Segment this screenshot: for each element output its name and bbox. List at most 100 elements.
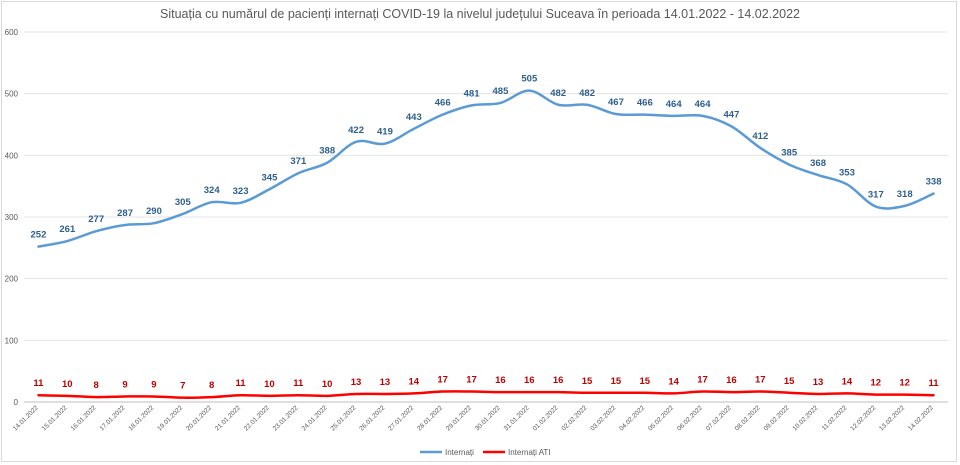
data-label: 11 — [929, 378, 940, 389]
x-tick-label: 24.01.2022 — [301, 404, 329, 432]
x-tick-label: 10.02.2022 — [792, 404, 820, 432]
x-tick-label: 19.01.2022 — [156, 404, 184, 432]
y-tick-label: 200 — [5, 275, 19, 284]
data-label: 13 — [380, 377, 391, 388]
chart-title: Situația cu numărul de pacienți internaț… — [160, 7, 800, 21]
x-tick-label: 02.02.2022 — [561, 404, 589, 432]
data-label: 14 — [668, 376, 679, 387]
x-tick-label: 09.02.2022 — [763, 404, 791, 432]
x-tick-label: 17.01.2022 — [99, 404, 127, 432]
data-label: 317 — [868, 190, 884, 201]
data-label: 466 — [637, 98, 653, 109]
series-line-internati — [37, 89, 935, 248]
x-tick-label: 26.01.2022 — [358, 404, 386, 432]
x-tick-label: 25.01.2022 — [330, 404, 358, 432]
data-label: 17 — [697, 375, 708, 386]
y-tick-label: 600 — [5, 28, 19, 37]
data-label: 10 — [264, 379, 275, 390]
data-label: 466 — [435, 98, 451, 109]
data-label: 419 — [377, 127, 393, 138]
data-label: 353 — [839, 167, 855, 178]
data-label: 385 — [781, 148, 798, 159]
data-label: 9 — [122, 379, 127, 390]
data-label: 8 — [94, 380, 99, 391]
data-label: 15 — [611, 376, 622, 387]
data-label: 371 — [290, 156, 307, 167]
data-label: 15 — [582, 376, 593, 387]
x-tick-label: 01.02.2022 — [532, 404, 560, 432]
data-label: 482 — [579, 88, 595, 99]
data-label: 345 — [262, 172, 279, 183]
data-label: 277 — [88, 214, 104, 225]
data-label: 7 — [180, 381, 185, 392]
x-tick-label: 30.01.2022 — [474, 404, 502, 432]
y-tick-label: 400 — [5, 151, 19, 160]
y-tick-label: 100 — [5, 336, 19, 345]
data-label: 443 — [406, 112, 422, 123]
data-label: 15 — [640, 376, 651, 387]
data-label: 290 — [146, 206, 162, 217]
x-tick-label: 05.02.2022 — [647, 404, 675, 432]
data-label: 318 — [897, 189, 913, 200]
x-tick-label: 31.01.2022 — [503, 404, 531, 432]
x-tick-label: 06.02.2022 — [676, 404, 704, 432]
data-label: 17 — [755, 375, 766, 386]
y-tick-label: 300 — [5, 213, 19, 222]
data-label: 17 — [466, 375, 477, 386]
data-label: 11 — [33, 378, 44, 389]
data-label: 485 — [493, 86, 510, 97]
x-tick-label: 08.02.2022 — [734, 404, 762, 432]
data-label: 467 — [608, 97, 624, 108]
x-tick-label: 16.01.2022 — [70, 404, 98, 432]
data-label: 9 — [151, 379, 156, 390]
data-label: 16 — [726, 375, 737, 386]
x-tick-label: 14.01.2022 — [12, 404, 40, 432]
data-label: 252 — [31, 230, 47, 241]
data-label: 323 — [233, 186, 249, 197]
data-label: 15 — [784, 376, 795, 387]
x-tick-label: 13.02.2022 — [878, 404, 906, 432]
x-tick-label: 07.02.2022 — [705, 404, 733, 432]
data-label: 14 — [842, 376, 853, 387]
x-tick-label: 29.01.2022 — [445, 404, 473, 432]
x-tick-label: 15.01.2022 — [41, 404, 69, 432]
data-label: 287 — [117, 208, 133, 219]
x-tick-label: 11.02.2022 — [821, 404, 849, 432]
data-label: 412 — [752, 131, 768, 142]
data-label: 11 — [293, 378, 304, 389]
data-label: 338 — [926, 177, 942, 188]
data-label: 447 — [724, 109, 740, 120]
x-tick-label: 28.01.2022 — [416, 404, 444, 432]
data-label: 16 — [553, 375, 564, 386]
series-line-internati-ati — [37, 390, 935, 399]
legend-label: Internați ATI — [508, 448, 551, 457]
data-label: 368 — [810, 158, 826, 169]
y-tick-label: 500 — [5, 90, 19, 99]
legend-label: Internați — [445, 448, 474, 457]
data-label: 10 — [322, 379, 333, 390]
data-label: 422 — [348, 125, 364, 136]
data-label: 505 — [521, 74, 538, 85]
data-label: 16 — [524, 375, 535, 386]
data-label: 464 — [666, 99, 683, 110]
x-tick-label: 20.01.2022 — [185, 404, 213, 432]
x-tick-label: 23.01.2022 — [272, 404, 300, 432]
data-label: 261 — [59, 224, 76, 235]
data-label: 481 — [464, 88, 481, 99]
data-label: 482 — [550, 88, 566, 99]
data-label: 388 — [319, 146, 335, 157]
data-label: 11 — [236, 378, 247, 389]
data-label: 305 — [175, 197, 192, 208]
x-tick-label: 04.02.2022 — [618, 404, 646, 432]
data-label: 12 — [899, 378, 910, 389]
x-tick-label: 21.01.2022 — [214, 404, 242, 432]
x-tick-label: 22.01.2022 — [243, 404, 271, 432]
x-tick-label: 14.02.2022 — [907, 404, 935, 432]
data-label: 8 — [209, 380, 214, 391]
x-tick-label: 03.02.2022 — [589, 404, 617, 432]
x-tick-label: 27.01.2022 — [387, 404, 415, 432]
data-label: 14 — [409, 376, 420, 387]
data-label: 10 — [62, 379, 73, 390]
y-tick-label: 0 — [14, 398, 19, 407]
